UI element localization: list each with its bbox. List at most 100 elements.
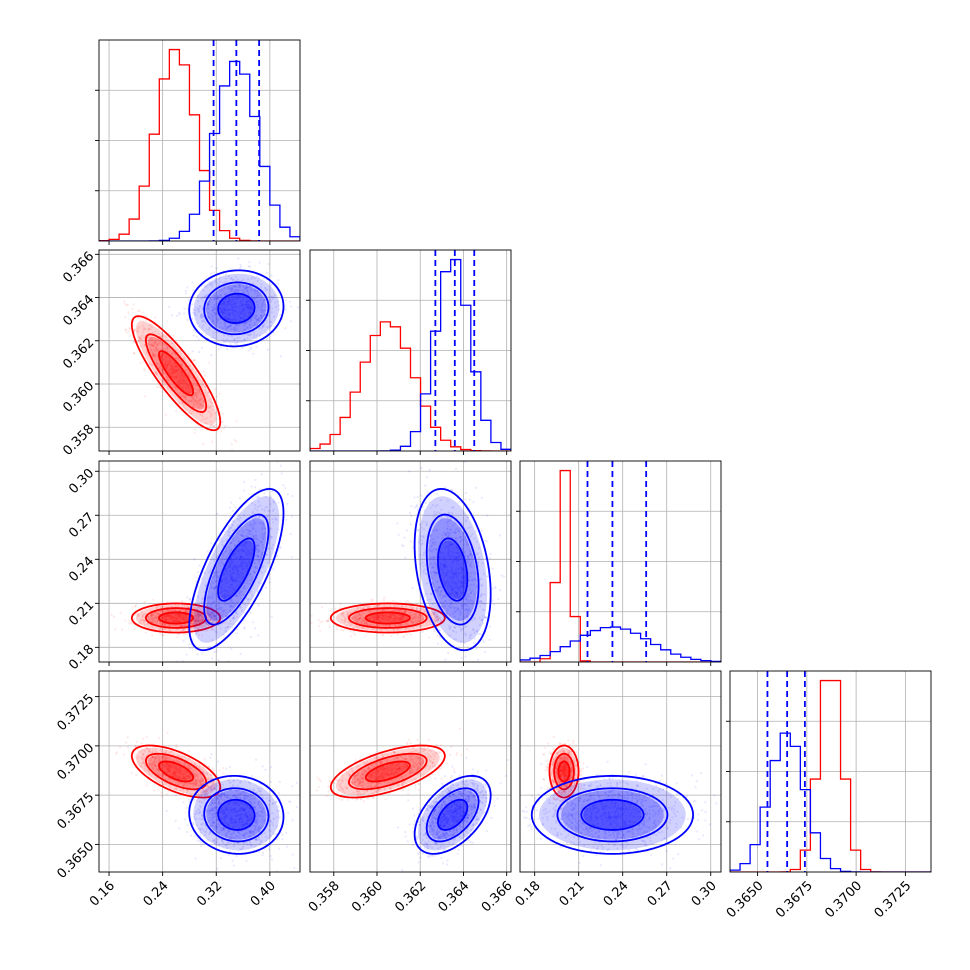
scatter-point: [469, 552, 472, 556]
scatter-point: [156, 613, 159, 616]
scatter-point: [232, 601, 235, 604]
scatter-point: [174, 356, 177, 359]
scatter-point: [233, 576, 237, 579]
scatter-point: [389, 615, 392, 618]
scatter-point: [172, 334, 175, 337]
scatter-point: [185, 618, 188, 621]
scatter-point: [170, 615, 173, 618]
scatter-point: [240, 549, 243, 552]
scatter-point: [94, 277, 96, 279]
scatter-point: [253, 571, 257, 575]
scatter-point: [396, 609, 399, 612]
scatter-point: [255, 534, 258, 538]
scatter-point: [231, 304, 234, 307]
scatter-point: [209, 569, 212, 572]
scatter-point: [257, 500, 260, 503]
scatter-point: [181, 602, 184, 605]
scatter-point: [206, 622, 209, 626]
scatter-point: [181, 613, 184, 616]
scatter-point: [260, 553, 263, 556]
scatter-point: [365, 621, 368, 624]
scatter-point: [254, 314, 257, 317]
scatter-point: [211, 625, 214, 628]
scatter-point: [255, 547, 258, 550]
scatter-point: [258, 261, 261, 264]
scatter-point: [161, 379, 164, 383]
scatter-point: [378, 609, 381, 612]
scatter-point: [149, 344, 152, 347]
scatter-point: [254, 550, 258, 554]
scatter-point: [173, 378, 176, 381]
scatter-point: [177, 368, 181, 371]
scatter-point: [396, 613, 399, 616]
scatter-point: [147, 617, 150, 620]
scatter-point: [259, 314, 263, 317]
scatter-point: [230, 290, 233, 293]
scatter-point: [377, 614, 380, 617]
scatter-point: [361, 617, 364, 620]
scatter-point: [230, 590, 233, 593]
scatter-point: [165, 364, 168, 367]
scatter-point: [240, 311, 243, 315]
scatter-point: [395, 617, 398, 620]
scatter-point: [378, 616, 381, 619]
scatter-point: [256, 279, 259, 282]
scatter-point: [349, 617, 353, 620]
scatter-point: [168, 305, 171, 308]
scatter-point: [245, 561, 248, 564]
scatter-point: [252, 324, 255, 327]
scatter-point: [239, 312, 242, 316]
scatter-point: [473, 637, 477, 640]
scatter-point: [376, 615, 379, 618]
scatter-point: [234, 557, 237, 560]
scatter-point: [459, 557, 463, 560]
scatter-point: [191, 281, 194, 284]
scatter-point: [142, 360, 145, 363]
density-fill: [206, 518, 267, 621]
scatter-point: [235, 615, 239, 618]
scatter-point: [168, 629, 171, 632]
scatter-point: [155, 606, 158, 609]
scatter-point: [254, 565, 257, 568]
scatter-point: [444, 533, 447, 536]
scatter-point: [436, 634, 439, 638]
scatter-point: [253, 277, 256, 280]
scatter-point: [182, 614, 185, 617]
scatter-point: [185, 381, 188, 384]
scatter-point: [203, 295, 206, 298]
scatter-point: [451, 589, 454, 593]
scatter-point: [161, 342, 164, 345]
scatter-point: [401, 544, 404, 547]
scatter-point: [236, 612, 239, 616]
scatter-point: [262, 300, 265, 304]
scatter-point: [234, 307, 237, 310]
scatter-point: [195, 617, 198, 620]
scatter-point: [179, 374, 182, 378]
scatter-point: [260, 316, 263, 320]
scatter-point: [219, 276, 222, 279]
scatter-point: [247, 265, 250, 268]
scatter-point: [400, 610, 403, 613]
scatter-point: [222, 307, 225, 310]
scatter-point: [207, 596, 210, 599]
scatter-point: [221, 327, 225, 330]
scatter-point: [204, 286, 208, 289]
scatter-point: [239, 563, 243, 566]
scatter-point: [232, 536, 235, 539]
scatter-point: [151, 344, 154, 347]
scatter-point: [245, 303, 248, 306]
scatter-point: [190, 616, 193, 619]
scatter-point: [253, 317, 256, 320]
scatter-point: [173, 619, 176, 622]
scatter-point: [152, 352, 155, 355]
scatter-point: [458, 540, 461, 543]
scatter-point: [211, 607, 214, 610]
scatter-point: [165, 609, 169, 612]
scatter-point: [198, 402, 201, 406]
scatter-point: [231, 601, 234, 604]
scatter-point: [235, 285, 238, 289]
scatter-point: [209, 612, 212, 615]
scatter-point: [241, 534, 244, 537]
scatter-point: [231, 307, 234, 310]
scatter-point: [434, 541, 437, 544]
